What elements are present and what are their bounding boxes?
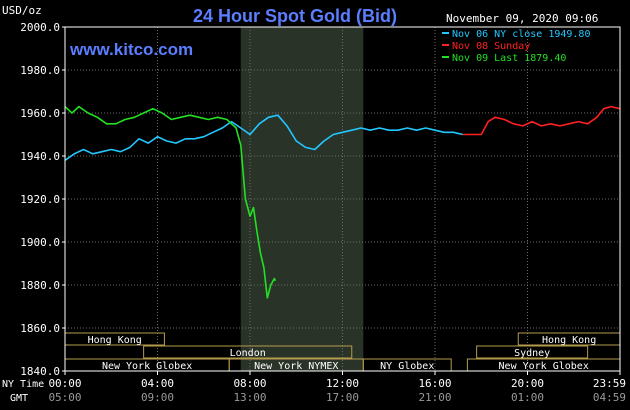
legend-entry: Nov 06 NY close 1949.80: [452, 29, 590, 40]
x-row-label-gmt: GMT: [10, 393, 28, 404]
y-tick-label: 1900.0: [20, 236, 60, 249]
session-label: Hong Kong: [542, 335, 596, 346]
watermark-link[interactable]: www.kitco.com: [69, 40, 193, 59]
x-row-label-ny: NY Time: [2, 379, 44, 390]
x-tick-label-ny: 16:00: [418, 377, 451, 390]
y-tick-label: 1860.0: [20, 322, 60, 335]
x-tick-label-gmt: 13:00: [233, 391, 266, 404]
y-tick-label: 1880.0: [20, 279, 60, 292]
x-tick-label-ny: 08:00: [233, 377, 266, 390]
x-tick-label-ny: 12:00: [326, 377, 359, 390]
x-tick-label-gmt: 01:00: [511, 391, 544, 404]
session-label: New York NYMEX: [254, 361, 338, 372]
series-line-0: [64, 114, 463, 161]
session-label: Hong Kong: [88, 335, 142, 346]
y-tick-label: 1840.0: [20, 365, 60, 378]
x-tick-label-gmt: 21:00: [418, 391, 451, 404]
session-label: New York Globex: [102, 361, 192, 372]
timestamp: November 09, 2020 09:06: [446, 12, 598, 25]
session-label: New York Globex: [499, 361, 589, 372]
x-tick-label-ny: 23:59: [593, 377, 626, 390]
series-line-1: [462, 105, 621, 136]
legend-entry: Nov 09 Last 1879.40: [452, 53, 566, 64]
x-tick-label-ny: 04:00: [141, 377, 174, 390]
x-tick-label-ny: 00:00: [48, 377, 81, 390]
y-axis-unit-label: USD/oz: [2, 4, 42, 17]
y-tick-label: 1920.0: [20, 193, 60, 206]
series-line-2: [64, 105, 277, 299]
session-box: [143, 345, 353, 359]
y-axis: 2000.0 1980.0 1960.0 1940.0 1920.0 1900.0 1880…: [20, 21, 65, 378]
chart-title: 24 Hour Spot Gold (Bid): [193, 6, 397, 26]
session-box: [476, 345, 589, 359]
grid-lines: [65, 27, 620, 371]
y-tick-label: 1980.0: [20, 64, 60, 77]
price-series: [64, 105, 621, 299]
y-tick-label: 2000.0: [20, 21, 60, 34]
x-tick-label-ny: 20:00: [511, 377, 544, 390]
session-label: Sydney: [514, 348, 550, 359]
y-tick-label: 1940.0: [20, 150, 60, 163]
x-tick-label-gmt: 09:00: [141, 391, 174, 404]
y-tick-label: 1960.0: [20, 107, 60, 120]
x-tick-label-gmt: 04:59: [593, 391, 626, 404]
legend-entry: Nov 08 Sunday: [452, 41, 530, 52]
x-tick-label-gmt: 05:00: [48, 391, 81, 404]
session-label: NY Globex: [380, 361, 434, 372]
x-tick-label-gmt: 17:00: [326, 391, 359, 404]
session-label: London: [230, 348, 266, 359]
